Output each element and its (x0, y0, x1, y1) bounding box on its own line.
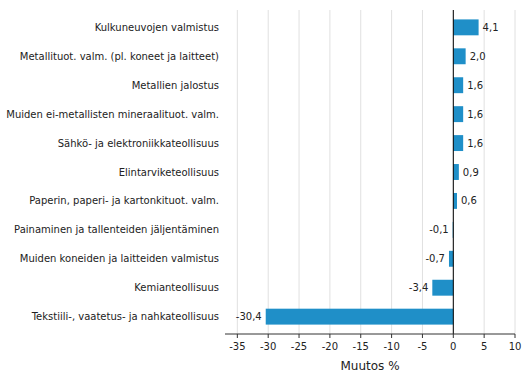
x-tick (515, 334, 516, 338)
x-tick (329, 334, 330, 338)
bar (449, 251, 453, 267)
x-tick-label: 10 (509, 341, 522, 352)
data-labels: -30,4 -3,4 -0,7 -0,1 0,6 0,9 1,6 1,6 1,6 2,0 4,1 (236, 22, 499, 322)
x-tick (391, 334, 392, 338)
grid-line (329, 10, 330, 334)
x-tick (299, 334, 300, 338)
category-label: Paperin, paperi- ja kartonkituot. valm. (29, 195, 219, 206)
bars (266, 19, 479, 324)
grid-line (268, 10, 269, 334)
x-tick (453, 334, 454, 338)
bar (453, 135, 463, 151)
category-label: Tekstiili-, vaatetus- ja nahkateollisuus (31, 311, 219, 322)
x-tick-label: 5 (481, 341, 487, 352)
grid-line (299, 10, 300, 334)
zero-line (453, 10, 454, 334)
x-tick (268, 334, 269, 338)
bar (453, 19, 478, 35)
grid-line (391, 10, 392, 334)
category-label: Muiden koneiden ja laitteiden valmistus (20, 253, 219, 264)
x-tick (237, 334, 238, 338)
category-label: Sähkö- ja elektroniikkateollisuus (58, 138, 219, 149)
data-label: -0,7 (425, 253, 445, 264)
x-tick (484, 334, 485, 338)
x-tick-label: -5 (417, 341, 427, 352)
x-tick-label: -15 (353, 341, 369, 352)
category-label: Muiden ei-metallisten mineraalituot. val… (6, 109, 219, 120)
data-label: -0,1 (429, 224, 449, 235)
category-label: Kemianteollisuus (134, 282, 219, 293)
data-label: -30,4 (236, 311, 262, 322)
bar (453, 48, 465, 64)
data-label: -3,4 (409, 282, 429, 293)
x-tick-label: -35 (229, 341, 245, 352)
data-label: 2,0 (470, 51, 486, 62)
data-label: 0,6 (461, 195, 477, 206)
bar (453, 164, 459, 180)
data-label: 1,6 (467, 80, 483, 91)
chart-container: Tekstiili-, vaatetus- ja nahkateollisuus… (0, 0, 529, 378)
x-tick-label: -10 (383, 341, 399, 352)
x-tick-label: -20 (322, 341, 338, 352)
grid-line (360, 10, 361, 334)
data-label: 1,6 (467, 138, 483, 149)
chart: Tekstiili-, vaatetus- ja nahkateollisuus… (0, 0, 529, 378)
data-label: 1,6 (467, 109, 483, 120)
category-label: Painaminen ja tallenteiden jäljentäminen (14, 224, 219, 235)
grid-line (515, 10, 516, 334)
category-labels: Tekstiili-, vaatetus- ja nahkateollisuus… (6, 22, 219, 322)
x-axis: -35 -30 -25 -20 -15 -10 -5 0 5 10 (225, 334, 521, 352)
category-label: Metallituot. valm. (pl. koneet ja laitte… (20, 51, 219, 62)
x-tick-label: -30 (260, 341, 276, 352)
x-tick (422, 334, 423, 338)
bar (432, 280, 453, 296)
grid-line (237, 10, 238, 334)
category-label: Metallien jalostus (132, 80, 219, 91)
x-axis-label: Muutos % (340, 359, 399, 373)
bar (453, 106, 463, 122)
grid-line (453, 10, 454, 334)
data-label: 4,1 (483, 22, 499, 33)
grid (237, 10, 515, 334)
category-label: Kulkuneuvojen valmistus (95, 22, 219, 33)
x-tick-label: 0 (450, 341, 456, 352)
data-label: 0,9 (463, 167, 479, 178)
category-label: Elintarviketeollisuus (119, 167, 219, 178)
bar (266, 309, 454, 325)
bar (453, 193, 457, 209)
x-tick-label: -25 (291, 341, 307, 352)
bar (453, 77, 463, 93)
x-tick (360, 334, 361, 338)
